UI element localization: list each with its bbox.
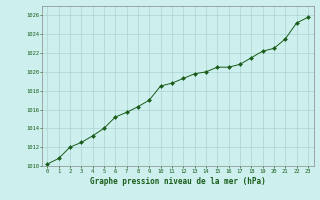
X-axis label: Graphe pression niveau de la mer (hPa): Graphe pression niveau de la mer (hPa) xyxy=(90,177,266,186)
